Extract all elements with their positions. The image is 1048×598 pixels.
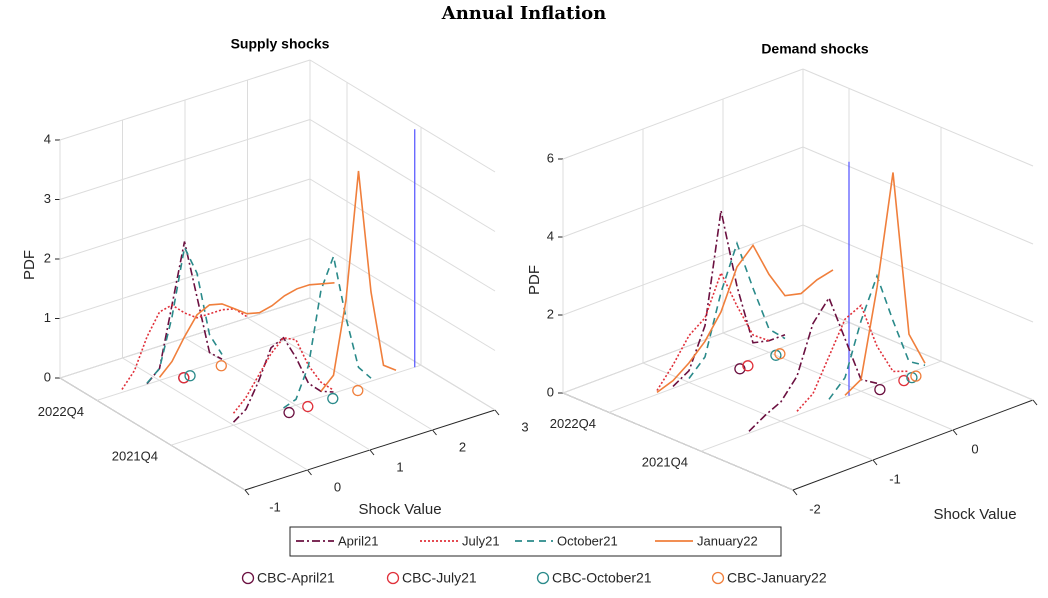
cbc-marker: [910, 370, 922, 382]
cbc-marker: [327, 392, 339, 405]
x-tick-label: -2: [809, 501, 821, 516]
density-curve: [844, 172, 926, 396]
x-tick-label: -1: [269, 499, 281, 514]
density-curve: [828, 273, 926, 400]
density-curve: [748, 296, 878, 432]
depth-tick-label: 2022Q4: [550, 416, 596, 431]
z-tick-label: 0: [547, 384, 554, 399]
grid-line: [309, 238, 496, 351]
density-curve: [146, 244, 223, 384]
depth-tick-label: 2021Q4: [642, 455, 688, 470]
x-axis-label: Shock Value: [933, 506, 1016, 523]
x-tick-label: 0: [971, 441, 978, 456]
grid-line: [59, 377, 246, 491]
grid-line: [562, 224, 804, 316]
cbc-marker: [184, 370, 196, 382]
z-tick-label: 0: [44, 369, 51, 384]
subplot-title: Demand shocks: [761, 41, 869, 57]
x-tick: [872, 459, 878, 466]
x-axis-label: Shock Value: [358, 501, 441, 518]
z-axis-label: PDF: [21, 250, 38, 280]
legend-label: October21: [557, 533, 618, 548]
subplot-title: Supply shocks: [231, 36, 330, 52]
axis-line: [792, 399, 1034, 491]
grid-line: [309, 297, 496, 411]
z-tick-label: 4: [44, 131, 51, 146]
cbc-marker: [734, 363, 746, 375]
cbc-marker: [874, 383, 886, 396]
density-curve: [656, 243, 834, 394]
x-tick: [432, 429, 437, 436]
x-tick: [369, 449, 375, 456]
grid-line: [309, 119, 496, 232]
x-tick: [1032, 399, 1038, 406]
z-tick-label: 2: [547, 306, 554, 321]
legend-marker: [386, 571, 400, 585]
cbc-marker: [302, 400, 314, 413]
z-tick-label: 6: [547, 150, 554, 165]
legend-label: CBC-July21: [402, 570, 477, 586]
x-tick-label: -1: [889, 471, 901, 486]
z-axis-label: PDF: [526, 265, 543, 295]
density-curve: [232, 336, 334, 423]
cbc-marker: [283, 406, 295, 419]
density-curve: [146, 241, 223, 385]
density-curve: [158, 282, 335, 378]
density-curve: [688, 241, 786, 379]
density-curve: [232, 336, 334, 414]
cbc-marker: [774, 348, 786, 360]
grid-line: [562, 68, 804, 160]
x-tick-label: 3: [521, 419, 528, 434]
cbc-marker: [898, 374, 910, 387]
depth-tick-label: 2021Q4: [112, 449, 158, 464]
grid-line: [722, 332, 954, 431]
grid-line: [247, 317, 433, 431]
grid-line: [802, 146, 1034, 245]
grid-line: [170, 364, 422, 446]
legend-marker: [241, 571, 255, 585]
legend-label: July21: [462, 533, 500, 548]
x-tick-label: 0: [334, 479, 341, 494]
grid-line: [309, 178, 496, 292]
grid-line: [802, 68, 1034, 167]
density-curve: [283, 253, 372, 409]
grid-line: [802, 224, 1034, 323]
z-tick-label: 4: [547, 228, 554, 243]
grid-line: [184, 337, 371, 451]
x-tick-label: 2: [459, 439, 466, 454]
legend-label: April21: [338, 533, 378, 548]
grid-line: [309, 59, 496, 173]
cbc-marker: [742, 360, 754, 372]
cbc-marker: [178, 372, 190, 384]
legend-label: CBC-October21: [552, 570, 652, 586]
figure-title: Annual Inflation: [441, 3, 607, 24]
legend-box: [289, 526, 782, 557]
legend-label: CBC-January22: [727, 570, 827, 586]
grid-line: [562, 392, 794, 491]
z-tick-label: 3: [44, 191, 51, 206]
density-curve: [320, 170, 397, 392]
x-tick: [952, 429, 958, 436]
legend-marker: [536, 571, 550, 585]
z-tick-label: 2: [44, 250, 51, 265]
density-curve: [672, 210, 786, 387]
x-tick: [307, 469, 312, 476]
z-tick-label: 1: [44, 310, 51, 325]
legend-label: January22: [697, 533, 758, 548]
depth-tick-label: 2022Q4: [38, 404, 84, 419]
grid-line: [122, 357, 308, 471]
cbc-marker: [352, 384, 364, 397]
grid-line: [562, 146, 804, 238]
x-tick: [244, 489, 250, 496]
x-tick: [494, 409, 500, 416]
x-tick: [792, 489, 798, 496]
legend-marker: [711, 571, 725, 585]
cbc-marker: [215, 360, 227, 372]
x-tick-label: 1: [396, 459, 403, 474]
legend-label: CBC-April21: [257, 570, 335, 586]
